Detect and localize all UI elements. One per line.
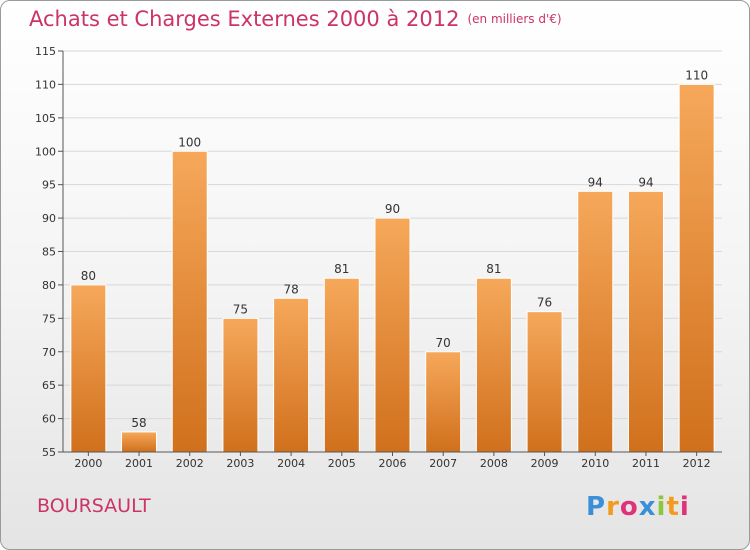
logo-letter: t — [666, 492, 680, 522]
x-tick-label: 2009 — [531, 457, 559, 470]
labels: 55 60 65 70 75 80 85 90 95 100 105 110 115 80 2000 58 20… — [35, 45, 711, 470]
x-tick-label: 2002 — [176, 457, 204, 470]
x-tick-label: 2003 — [226, 457, 254, 470]
logo-letter: r — [606, 492, 620, 522]
data-label: 76 — [537, 296, 552, 310]
chart-unit: (en milliers d'€) — [467, 12, 562, 26]
bar-2006 — [374, 217, 411, 453]
y-tick-label: 105 — [35, 112, 56, 125]
logo-letter: i — [679, 492, 690, 522]
data-label: 90 — [385, 202, 400, 216]
chart-title: Achats et Charges Externes 2000 à 2012 — [29, 7, 460, 31]
x-tick-label: 2001 — [125, 457, 153, 470]
y-tick-label: 115 — [35, 45, 56, 58]
bar-2003 — [222, 317, 259, 453]
bar-2005 — [323, 277, 360, 453]
logo-letter: P — [586, 492, 607, 522]
logo-letter: o — [619, 492, 639, 522]
x-tick-label: 2012 — [683, 457, 711, 470]
data-label: 78 — [283, 282, 298, 296]
proxiti-logo: Proxiti — [586, 492, 690, 522]
y-tick-label: 70 — [42, 346, 56, 359]
y-tick-label: 65 — [42, 379, 56, 392]
data-label: 70 — [436, 336, 451, 350]
x-tick-label: 2000 — [74, 457, 102, 470]
bar-2007 — [425, 351, 462, 453]
y-tick-label: 85 — [42, 246, 56, 259]
data-label: 75 — [233, 302, 248, 316]
y-tick-label: 80 — [42, 279, 56, 292]
data-label: 80 — [81, 269, 96, 283]
title-row: Achats et Charges Externes 2000 à 2012 (e… — [29, 7, 562, 31]
x-tick-label: 2004 — [277, 457, 305, 470]
x-tick-label: 2011 — [632, 457, 660, 470]
x-tick-label: 2006 — [379, 457, 407, 470]
bar-2009 — [526, 311, 563, 453]
y-tick-label: 90 — [42, 212, 56, 225]
logo-letter: i — [656, 492, 667, 522]
bar-2000 — [70, 284, 107, 453]
bar-2001 — [121, 431, 158, 453]
data-label: 58 — [131, 416, 146, 430]
bar-2008 — [475, 277, 512, 453]
commune-name: BOURSAULT — [37, 495, 151, 517]
y-tick-label: 60 — [42, 413, 56, 426]
bar-2002 — [171, 150, 208, 453]
data-label: 110 — [685, 68, 708, 82]
x-tick-label: 2005 — [328, 457, 356, 470]
y-tick-label: 55 — [42, 446, 56, 459]
y-tick-label: 95 — [42, 179, 56, 192]
x-tick-label: 2010 — [581, 457, 609, 470]
y-tick-label: 100 — [35, 145, 56, 158]
bar-2012 — [678, 83, 715, 453]
data-label: 81 — [486, 262, 501, 276]
data-label: 81 — [334, 262, 349, 276]
bar-2011 — [627, 190, 664, 453]
y-tick-label: 110 — [35, 78, 56, 91]
x-tick-label: 2007 — [429, 457, 457, 470]
data-label: 94 — [638, 175, 653, 189]
bar-2004 — [273, 297, 310, 453]
data-label: 94 — [588, 175, 603, 189]
bar-2010 — [577, 190, 614, 453]
y-tick-label: 75 — [42, 312, 56, 325]
logo-letter: x — [638, 492, 657, 522]
x-tick-label: 2008 — [480, 457, 508, 470]
axes — [58, 50, 722, 456]
bars — [70, 83, 715, 453]
data-label: 100 — [178, 135, 201, 149]
